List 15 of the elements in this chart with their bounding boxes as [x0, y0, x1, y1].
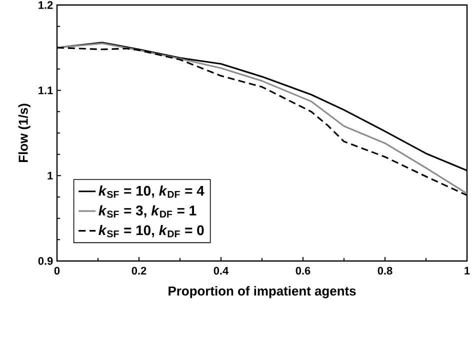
y-tick-label: 1.1: [38, 86, 53, 94]
y-tick-label: 1: [48, 172, 53, 180]
x-axis-title: Proportion of impatient agents: [168, 286, 356, 298]
legend-label: k$_{SF}$ = 3, k$_{DF}$ = 1: [98, 205, 196, 218]
y-axis-title: Flow (1/s): [18, 104, 30, 162]
x-tick-label: 1: [464, 266, 470, 274]
x-tick-label: 0.8: [378, 266, 392, 275]
x-tick-label: 0.6: [296, 266, 310, 275]
y-tick-label: 0.9: [38, 257, 53, 265]
y-tick-label: 1.2: [38, 1, 53, 9]
x-tick-label: 0.2: [132, 266, 146, 275]
legend-label: k$_{SF}$ = 10, k$_{DF}$ = 4: [98, 186, 204, 198]
x-tick-label: 0.4: [214, 266, 229, 275]
x-tick-label: 0: [54, 266, 60, 275]
legend-label: k$_{SF}$ = 10, k$_{DF}$ = 0: [98, 224, 204, 238]
